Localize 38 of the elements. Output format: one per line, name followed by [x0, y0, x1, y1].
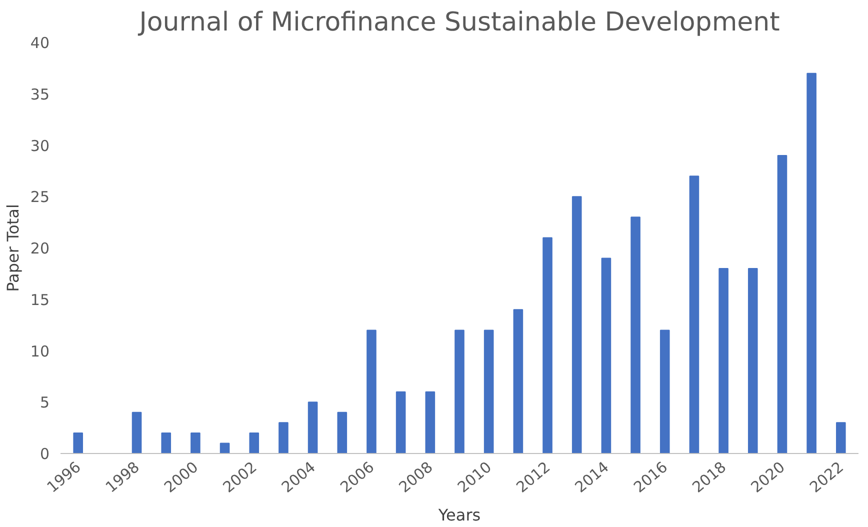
y-tick-label: 35 — [30, 85, 50, 104]
bar — [748, 268, 758, 454]
bar — [689, 176, 700, 454]
bar — [73, 432, 84, 454]
bar — [572, 196, 582, 454]
bar — [220, 442, 230, 454]
bar — [308, 402, 318, 454]
bar — [718, 268, 728, 454]
x-axis-title: Years — [437, 506, 481, 525]
bar — [454, 330, 464, 454]
bar — [190, 432, 200, 454]
bar — [161, 432, 172, 454]
y-tick-label: 10 — [30, 342, 50, 360]
y-tick-label: 20 — [30, 240, 50, 258]
bar — [337, 412, 348, 454]
bar — [806, 72, 816, 454]
bar — [513, 309, 524, 454]
bar — [542, 237, 552, 454]
bar — [836, 422, 846, 454]
bar — [132, 412, 142, 454]
y-tick-label: 25 — [30, 188, 50, 206]
y-tick-label: 15 — [30, 290, 50, 309]
bar — [366, 330, 376, 454]
chart-title: Journal of Microfinance Sustainable Development — [137, 8, 780, 38]
bar — [660, 330, 670, 454]
y-tick-label: 40 — [30, 34, 50, 52]
bar — [425, 391, 436, 454]
y-tick-label: 0 — [40, 445, 50, 463]
bar — [249, 432, 260, 454]
bar — [396, 391, 406, 454]
y-tick-label: 30 — [30, 136, 50, 155]
y-axis-title: Paper Total — [3, 204, 22, 292]
bar — [630, 216, 640, 454]
bar — [278, 422, 288, 454]
bar — [601, 258, 612, 454]
bar — [777, 155, 788, 454]
bar — [484, 330, 494, 454]
y-tick-label: 5 — [40, 394, 50, 412]
